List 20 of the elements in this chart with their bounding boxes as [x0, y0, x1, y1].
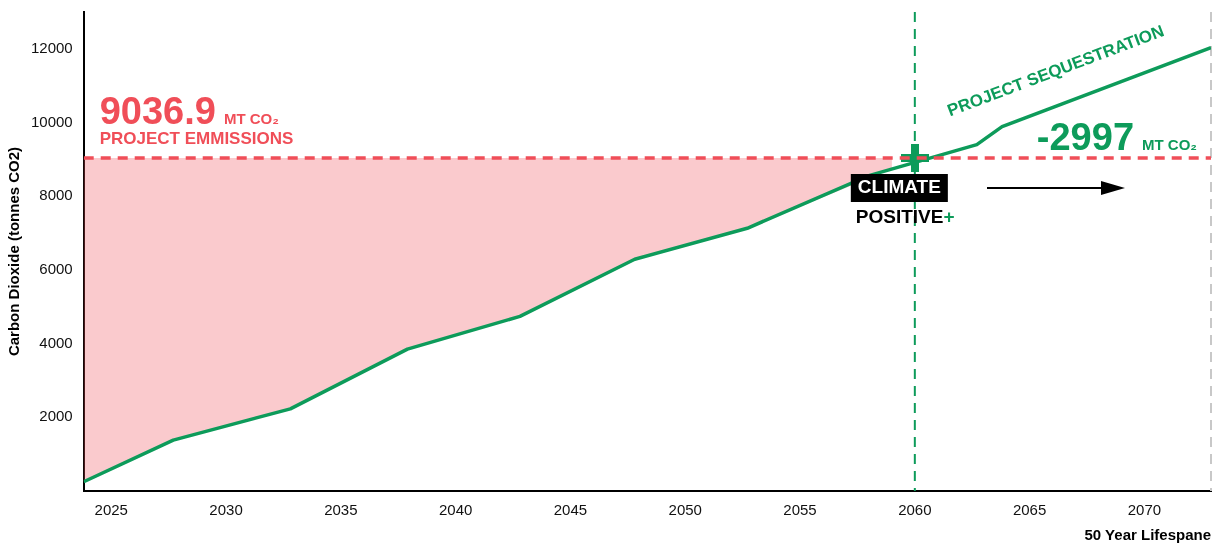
y-tick-label: 2000 — [39, 407, 73, 425]
x-tick-label: 2070 — [1127, 501, 1162, 519]
x-tick-label: 2035 — [324, 501, 358, 519]
x-tick-label: 2050 — [668, 501, 702, 519]
x-tick-label: 2045 — [553, 501, 588, 519]
x-axis-title: 50 Year Lifespane — [1084, 526, 1211, 544]
x-tick-label: 2030 — [209, 501, 243, 519]
annotation: CLIMATE POSITIVE+ — [855, 176, 955, 228]
annotation: -2997 MT CO₂ — [1036, 116, 1198, 159]
y-tick-label: 10000 — [30, 112, 73, 130]
x-tick-label: 2025 — [94, 501, 128, 519]
y-tick-label: 4000 — [39, 333, 73, 351]
x-tick-label: 2060 — [898, 501, 932, 519]
x-tick-label: 2055 — [783, 501, 817, 519]
x-tick-label: 2040 — [438, 501, 473, 519]
y-axis-title: Carbon Dioxide (tonnes CO2) — [5, 146, 23, 357]
x-tick-label: 2065 — [1012, 501, 1047, 519]
y-tick-label: 8000 — [39, 186, 73, 204]
y-tick-label: 12000 — [30, 38, 73, 56]
y-tick-label: 6000 — [39, 260, 73, 278]
